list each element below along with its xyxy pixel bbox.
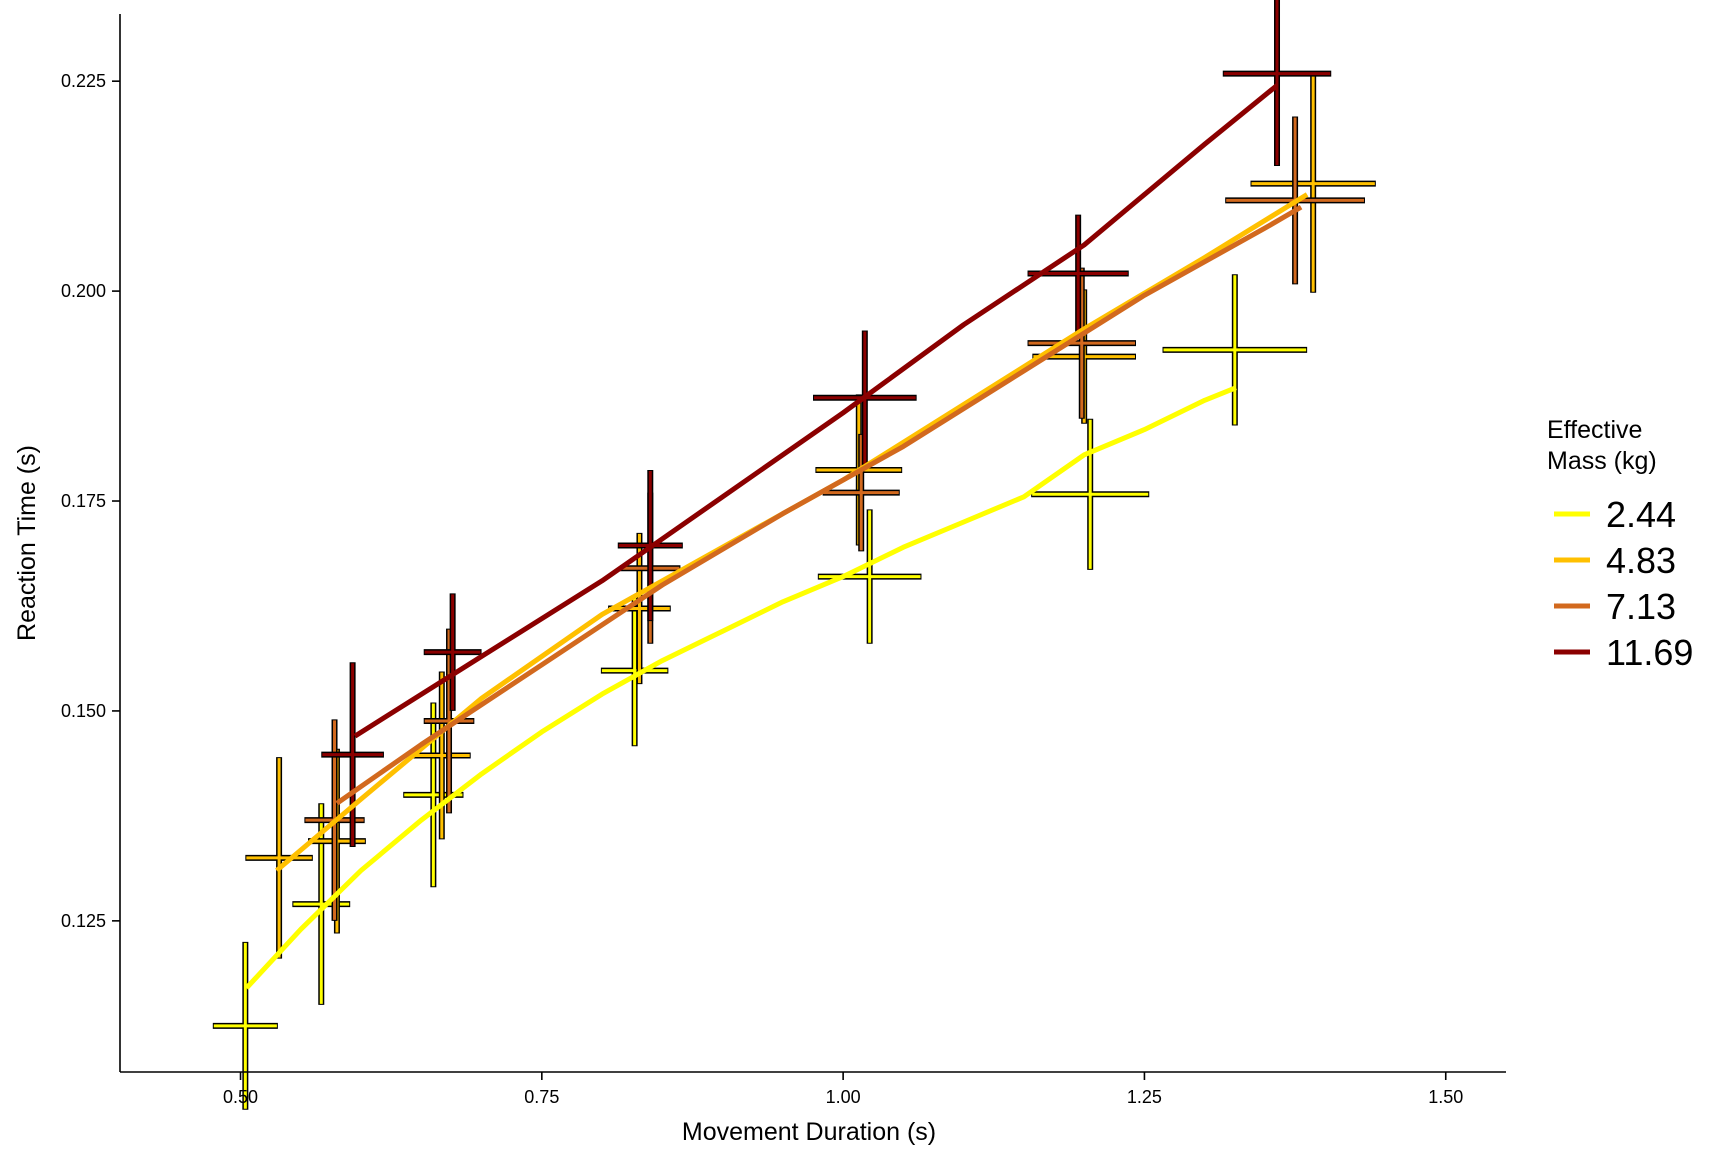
x-tick-label: 1.00: [826, 1087, 861, 1107]
errorbar-point: [1250, 74, 1376, 293]
errorbar-point: [292, 803, 351, 1005]
errorbar-point: [321, 662, 384, 847]
errorbar-point: [412, 671, 471, 840]
legend-label: 7.13: [1606, 586, 1676, 627]
trend-line-2-44: [244, 385, 1237, 990]
legend-label: 11.69: [1606, 632, 1693, 673]
x-tick-label: 1.50: [1428, 1087, 1463, 1107]
errorbar-point: [245, 757, 313, 959]
x-axis-title: Movement Duration (s): [682, 1118, 936, 1146]
y-tick-label: 0.150: [61, 701, 106, 721]
x-tick-label: 1.25: [1127, 1087, 1162, 1107]
errorbar-layer: [212, 0, 1376, 1110]
y-tick-label: 0.125: [61, 911, 106, 931]
x-tick-label: 0.75: [524, 1087, 559, 1107]
errorbar-point: [212, 941, 278, 1110]
errorbar-point: [600, 595, 669, 747]
legend-title: Effective Mass (kg): [1547, 416, 1657, 475]
legend-label: 2.44: [1606, 494, 1676, 535]
trend-line-7-13: [335, 204, 1303, 806]
errorbar-point: [822, 433, 900, 552]
trend-line-layer: [244, 83, 1309, 990]
y-tick-label: 0.175: [61, 491, 106, 511]
errorbar-point: [1027, 267, 1136, 419]
x-tick-label: 0.50: [223, 1087, 258, 1107]
errorbar-point: [423, 593, 482, 711]
trend-line-11-69: [353, 83, 1279, 739]
errorbar-point: [1031, 418, 1150, 570]
errorbar-point: [817, 509, 922, 644]
y-tick-label: 0.200: [61, 281, 106, 301]
legend-label: 4.83: [1606, 540, 1676, 581]
errorbar-point: [608, 532, 671, 685]
errorbar-point: [1222, 0, 1332, 166]
errorbar-point: [423, 628, 475, 814]
y-tick-label: 0.225: [61, 71, 106, 91]
axes: 0.50 0.75 1.00 1.25 1.50 0.125 0.150 0.175 0.200…: [13, 14, 1506, 1146]
legend: Effective Mass (kg) 2.44 4.83 7.13 11.69: [1547, 416, 1693, 673]
errorbar-point: [1162, 274, 1308, 426]
y-axis-title: Reaction Time (s): [13, 445, 41, 641]
